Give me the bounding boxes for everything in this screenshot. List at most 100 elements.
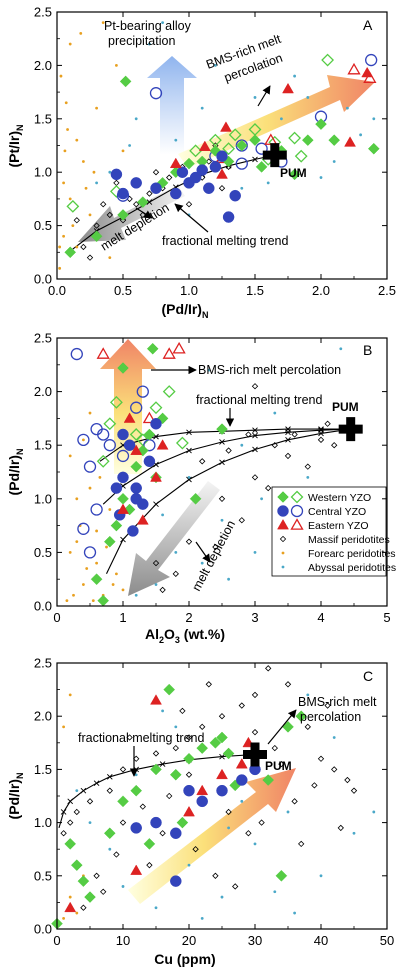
panel-b-curve-tick-1-5 (252, 432, 258, 439)
panel-c-xtick-label-1: 10 (116, 933, 130, 948)
pum-label-b: PUM (332, 400, 359, 414)
panel-b-forearc-point-16 (88, 486, 92, 490)
panel-b-abyssal-point-6 (306, 475, 310, 479)
panel-a-forearc-point-5 (75, 245, 79, 249)
panel-c-massif-point-12 (238, 702, 245, 709)
panel-b-massif-point-4 (284, 452, 292, 460)
panel-b-curve-tick-2-7 (318, 430, 324, 437)
panel-a-massif-point-0 (80, 243, 87, 251)
panel-b-ytick-label-1: 0.5 (34, 545, 52, 560)
panel-b-central-filled-point-2 (123, 439, 136, 451)
panel-b-curve-tick-2-5 (252, 446, 258, 453)
panel-c-western-filled-point-9 (169, 768, 182, 781)
panel-b-central-filled-point-9 (127, 525, 139, 537)
panel-b-eastern-filled-point-4 (150, 471, 162, 482)
panel-c-forearc-point-2 (75, 911, 79, 915)
panel-c-abyssal-point-5 (253, 842, 257, 846)
panel-b-forearc-point-7 (115, 572, 118, 576)
panel-b-forearc-point-14 (105, 545, 108, 549)
bms-pointer-c (267, 709, 297, 745)
panel-b-western-filled-point-13 (117, 362, 129, 374)
panel-c-massif-point-15 (304, 723, 311, 731)
panel-a-central-filled-point-3 (170, 187, 182, 200)
panel-b-curve-tick-1-3 (186, 447, 192, 454)
panel-b-massif-point-11 (251, 383, 259, 390)
panel-a-western-filled-point-2 (117, 209, 129, 221)
panel-c-xlabel: Cu (ppm) (154, 951, 215, 967)
panel-b-western-filled-point-10 (146, 342, 159, 355)
panel-a-abyssal-point-5 (253, 96, 257, 99)
panel-c-abyssal-point-18 (227, 826, 231, 830)
panel-c-central-filled-point-8 (170, 875, 182, 887)
panel-c-forearc-point-5 (68, 693, 72, 697)
panel-a-forearc-point-16 (101, 21, 105, 25)
fractional-label-a: fractional melting trend (162, 234, 289, 248)
panel-c-western-filled-point-17 (282, 720, 294, 733)
panel-b-central-open-point-11 (77, 522, 90, 535)
panel-b-forearc-point-2 (82, 583, 85, 586)
panel-c-western-filled-point-1 (64, 838, 77, 850)
panel-a-curve-tick-0-3 (146, 199, 153, 205)
panel-b-curve-tick-0-5 (252, 427, 258, 434)
panel-c-massif-point-7 (152, 750, 160, 757)
panel-c-central-filled-point-3 (183, 784, 195, 797)
panel-b-ytick-label-0: 0.0 (34, 599, 52, 614)
panel-b-forearc-point-17 (75, 540, 79, 544)
panel-c-massif-point-42 (278, 760, 285, 768)
panel-c-letter: C (363, 668, 373, 684)
panel-a-eastern-open-point-0 (347, 62, 361, 75)
panel-c-eastern-filled-point-6 (64, 901, 77, 913)
panel-c-massif-point-35 (146, 861, 153, 869)
panel-a-massif-point-14 (100, 201, 107, 208)
panel-c-massif-point-18 (350, 787, 358, 794)
panel-a-massif-point-4 (133, 201, 140, 208)
panel-c-massif-point-19 (93, 872, 100, 879)
panel-c-xtick-label-4: 40 (314, 933, 328, 948)
panel-b-massif-point-15 (172, 570, 179, 578)
panel-b-xtick-label-1: 1 (119, 610, 126, 625)
panel-b-forearc-point-0 (68, 551, 72, 554)
panel-a-curve-tick-0-7 (252, 156, 258, 163)
panel-a-massif-point-7 (166, 174, 173, 181)
panel-c-western-filled-point-22 (143, 838, 156, 850)
panel-c-ytick-label-1: 0.5 (34, 868, 52, 883)
panel-b-massif-point-10 (291, 431, 298, 438)
panel-b-eastern-filled-point-2 (130, 444, 143, 455)
panel-a-xtick-label-0: 0.0 (48, 283, 66, 298)
melt-depletion-arrow-b (128, 481, 220, 596)
panel-c-massif-point-8 (172, 744, 179, 752)
panel-c-massif-point-47 (251, 728, 259, 736)
panel-b-curve-tick-2-4 (219, 459, 225, 466)
panel-a-massif-point-13 (225, 163, 232, 171)
panel-a-western-filled-point-16 (315, 118, 327, 130)
panel-a-xtick-label-1: 0.5 (114, 283, 132, 298)
panel-a-forearc-point-13 (63, 149, 67, 153)
panel-a-western-filled-point-1 (90, 230, 103, 243)
panel-b-western-filled-point-2 (110, 519, 123, 532)
panel-c-massif-point-2 (73, 808, 80, 816)
panel-a-forearc-point-7 (71, 224, 75, 228)
panel-c-western-filled-point-7 (130, 784, 143, 797)
panel-c-eastern-filled-point-1 (183, 805, 195, 817)
panel-c-massif-point-33 (80, 904, 87, 911)
panel-a-western-filled-point-19 (119, 75, 132, 88)
panel-b-xtick-label-2: 2 (185, 610, 192, 625)
panel-b-ytick-label-5: 2.5 (34, 331, 52, 346)
panel-a-forearc-point-20 (64, 101, 68, 105)
panel-c-abyssal-point-10 (174, 725, 178, 729)
panel-c-curve-tick-0-1 (60, 809, 67, 815)
panel-b-central-open-point-10 (90, 503, 103, 516)
panel-b-curve-tick-2-1 (120, 536, 126, 543)
panel-c-abyssal-point-3 (187, 863, 191, 867)
panel-c-massif-point-40 (245, 830, 252, 837)
panel-c-massif-point-16 (317, 755, 325, 762)
panel-b-forearc-point-21 (65, 599, 69, 603)
panel-b-central-filled-point-1 (117, 471, 129, 484)
panel-b-eastern-filled-point-3 (136, 514, 149, 525)
panel-b-central-open-point-6 (116, 449, 130, 463)
panel-b-massif-point-16 (212, 543, 219, 551)
panel-b-curve-tick-2-2 (153, 501, 159, 507)
panel-a-abyssal-point-1 (134, 117, 138, 121)
panel-a-central-filled-point-9 (222, 211, 235, 223)
panel-c-massif-point-9 (185, 734, 193, 741)
